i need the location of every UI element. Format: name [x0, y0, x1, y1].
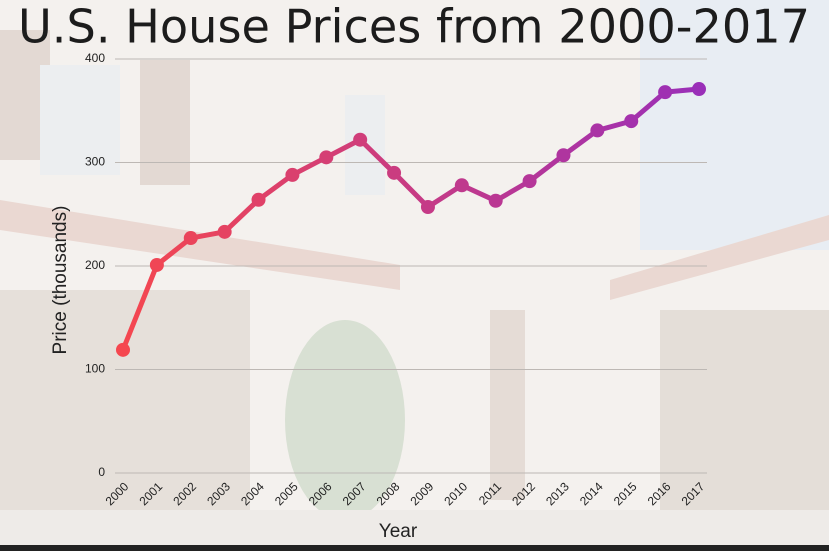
point [692, 82, 706, 97]
point [149, 257, 164, 272]
point [420, 200, 435, 215]
point [116, 342, 130, 357]
point [488, 193, 503, 208]
point [319, 150, 334, 165]
point [285, 167, 300, 182]
point [387, 165, 402, 180]
y-axis-label: Price (thousands) [50, 206, 71, 355]
point [624, 114, 639, 129]
y-tick-label: 100 [85, 362, 105, 376]
point [556, 148, 571, 163]
y-tick-label: 400 [85, 51, 105, 65]
point [658, 85, 673, 100]
point [522, 174, 537, 189]
chart-title: U.S. House Prices from 2000-2017 [18, 0, 810, 54]
x-axis-label: Year [379, 521, 418, 542]
point [353, 132, 368, 147]
y-tick-label: 200 [85, 258, 105, 272]
point [217, 224, 232, 239]
y-tick-label: 300 [85, 155, 105, 169]
point [251, 192, 266, 207]
point [590, 123, 605, 138]
y-tick-label: 0 [98, 465, 105, 479]
point [454, 178, 469, 193]
point [183, 231, 198, 246]
